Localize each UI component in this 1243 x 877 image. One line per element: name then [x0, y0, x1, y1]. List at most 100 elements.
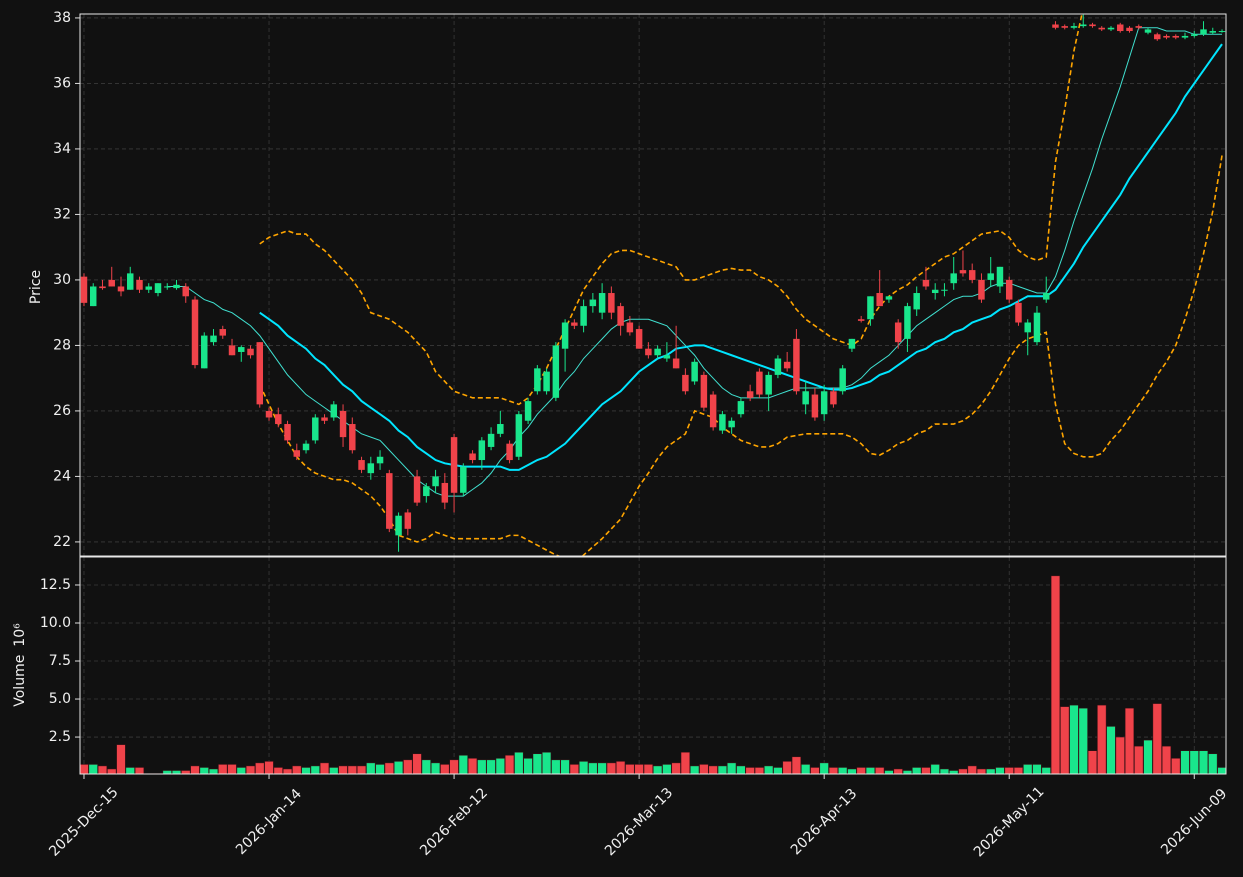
- volume-bar: [560, 759, 570, 774]
- candle-body: [626, 322, 634, 333]
- y-tick-label: 5.0: [49, 691, 71, 707]
- y-tick-label: 30: [53, 272, 71, 288]
- volume-bar: [1050, 575, 1061, 774]
- candle-body: [756, 371, 763, 395]
- volume-bar: [662, 764, 672, 774]
- volume-bar: [532, 753, 542, 774]
- candle-body: [552, 345, 560, 398]
- volume-bar: [912, 767, 922, 774]
- candle-body: [913, 293, 920, 310]
- volume-bar: [310, 765, 320, 774]
- volume-bar: [782, 761, 792, 774]
- candle-body: [1052, 24, 1059, 28]
- y-tick-label: 28: [53, 337, 71, 353]
- volume-bar: [412, 753, 422, 774]
- candle-body: [682, 374, 689, 392]
- volume-bar: [828, 767, 839, 774]
- volume-bar: [430, 762, 441, 774]
- volume-bar: [282, 768, 293, 774]
- candle-body: [293, 450, 301, 457]
- candle-body: [774, 358, 782, 375]
- volume-bar: [486, 759, 496, 774]
- y-tick-label: 12.5: [40, 577, 71, 593]
- candle-body: [1181, 35, 1189, 38]
- candle-body: [339, 410, 347, 438]
- volume-bar: [301, 767, 311, 774]
- volume-bar: [643, 764, 653, 774]
- candle-body: [201, 335, 208, 369]
- candle-body: [487, 433, 495, 447]
- volume-bar: [366, 762, 376, 774]
- volume-bar: [97, 765, 108, 774]
- candle-body: [571, 322, 578, 326]
- candle-body: [654, 348, 661, 356]
- volume-bar: [1161, 745, 1172, 774]
- candle-body: [691, 361, 698, 382]
- volume-bar: [606, 762, 616, 774]
- candle-body: [857, 319, 865, 321]
- candle-body: [469, 453, 476, 461]
- y-tick-label: 10.0: [40, 615, 71, 631]
- candle-body: [136, 279, 143, 290]
- volume-bar: [579, 761, 589, 774]
- volume-bar: [347, 765, 357, 774]
- volume-bar: [1134, 745, 1144, 774]
- volume-bar: [856, 767, 866, 774]
- volume-bar: [588, 762, 598, 774]
- volume-bar: [393, 761, 404, 774]
- candle-body: [839, 368, 846, 392]
- volume-bar: [1152, 703, 1162, 774]
- candle-body: [265, 410, 273, 418]
- candle-body: [228, 345, 236, 356]
- volume-bar: [449, 759, 459, 774]
- candle-body: [284, 424, 291, 441]
- candle-body: [1172, 35, 1179, 38]
- volume-bar: [551, 759, 561, 774]
- volume-bar: [801, 764, 811, 774]
- volume-bar: [319, 762, 330, 774]
- volume-bar: [736, 765, 746, 774]
- volume-bar: [597, 762, 607, 774]
- volume-bar: [958, 768, 968, 774]
- candle-body: [931, 289, 939, 294]
- volume-bar: [671, 762, 681, 774]
- candle-body: [1079, 24, 1087, 27]
- candle-body: [413, 476, 421, 503]
- candle-body: [349, 424, 356, 451]
- volume-bar: [634, 764, 644, 774]
- candle-body: [367, 463, 375, 474]
- volume-bar: [1087, 750, 1098, 774]
- volume-bar: [384, 762, 394, 774]
- volume-bar: [227, 764, 237, 774]
- volume-bar: [949, 770, 959, 774]
- candle-body: [1135, 26, 1142, 28]
- candle-body: [1033, 312, 1041, 343]
- candle-body: [885, 296, 893, 300]
- volume-bar: [80, 764, 89, 774]
- candle-body: [617, 306, 624, 326]
- price-plot: [80, 14, 1226, 556]
- volume-frame: [79, 556, 1227, 775]
- volume-bar: [467, 758, 478, 774]
- y-tick-label: 2.5: [49, 729, 71, 745]
- candle-body: [765, 374, 772, 395]
- candle-body: [672, 358, 680, 369]
- volume-offset: 10⁶: [12, 623, 28, 647]
- candle-body: [968, 270, 976, 280]
- volume-bar: [356, 765, 367, 774]
- volume-bar: [865, 767, 876, 774]
- candle-body: [737, 401, 745, 415]
- candle-body: [1098, 27, 1105, 30]
- volume-bar: [134, 767, 145, 774]
- candle-body: [80, 276, 88, 303]
- candle-body: [719, 414, 726, 431]
- volume-bar: [477, 759, 487, 774]
- candle-body: [534, 368, 541, 392]
- y-tick-label: 22: [53, 534, 71, 550]
- price-axis-label: Price: [28, 270, 44, 304]
- candle-body: [1154, 34, 1161, 40]
- candle-body: [1005, 279, 1013, 300]
- candle-body: [515, 414, 523, 457]
- candle-body: [275, 414, 282, 425]
